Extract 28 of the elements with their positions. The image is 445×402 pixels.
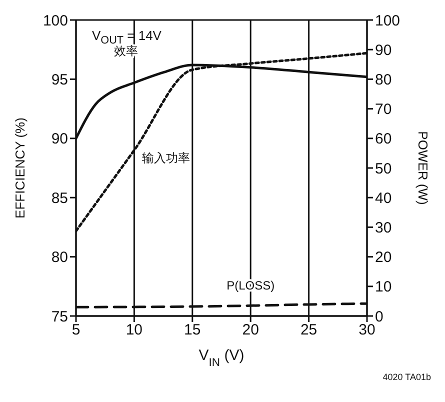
x-axis-title: V$_{IN}$ (V) (198, 347, 244, 369)
x-tick-label: 30 (358, 322, 376, 339)
y-tick-label: 100 (42, 12, 68, 30)
y2-tick-label: 70 (375, 101, 392, 118)
y2-tick-label: 10 (375, 278, 392, 296)
y2-tick-label: 20 (375, 249, 392, 266)
y2-tick-label: 0 (375, 308, 384, 326)
y2-tick-label: 80 (375, 72, 392, 89)
y-axis-title: EFFICIENCY (%) (12, 118, 28, 218)
y-tick-label: 80 (51, 249, 68, 266)
series-label: 输入功率 (142, 151, 190, 166)
y2-tick-label: 40 (375, 190, 392, 207)
y-tick-label: 75 (51, 308, 68, 326)
y2-tick-label: 50 (375, 160, 392, 178)
x-tick-label: 5 (72, 322, 80, 339)
text: 4020 TA01b (382, 372, 432, 382)
y2-tick-label: 100 (375, 12, 400, 30)
y-tick-label: 85 (51, 190, 68, 207)
y2-axis-title: POWER (W) (415, 131, 430, 205)
x-tick-label: 10 (126, 322, 143, 339)
x-tick-label: 15 (184, 322, 201, 339)
y-tick-label: 95 (51, 72, 68, 89)
y2-tick-label: 60 (375, 130, 392, 148)
y2-tick-label: 30 (375, 220, 392, 237)
x-tick-label: 20 (242, 322, 259, 339)
x-tick-label: 25 (300, 322, 318, 339)
y2-tick-label: 90 (375, 42, 392, 59)
y-tick-label: 90 (51, 130, 68, 148)
